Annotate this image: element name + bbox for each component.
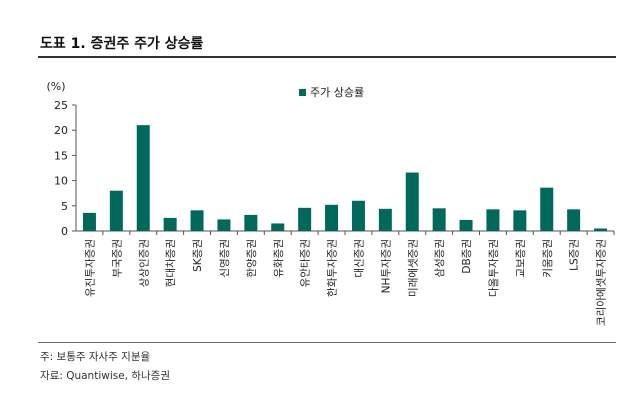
y-tick-label: 5 bbox=[61, 200, 68, 213]
x-tick-label: 한화투자증권 bbox=[327, 239, 339, 297]
x-tick-label: 부국증권 bbox=[111, 239, 123, 278]
bar-14 bbox=[459, 219, 473, 231]
x-tick-label: SK증권 bbox=[192, 239, 204, 272]
x-tick-label: 신영증권 bbox=[219, 239, 231, 278]
bar-3 bbox=[163, 217, 177, 231]
x-tick-label: DB증권 bbox=[461, 239, 473, 274]
bar-12 bbox=[405, 172, 419, 231]
figure-title: 도표 1. 증권주 주가 상승률 bbox=[40, 36, 204, 52]
bar-10 bbox=[351, 200, 365, 231]
bar-15 bbox=[486, 209, 500, 231]
legend: 주가 상승률 bbox=[299, 86, 364, 99]
bar-9 bbox=[325, 204, 339, 231]
x-tick-label: 교보증권 bbox=[515, 239, 527, 278]
bar-7 bbox=[271, 223, 285, 231]
x-tick-label: 삼성증권 bbox=[434, 239, 446, 278]
x-tick-labels: 유진투자증권 부국증권 상상인증권 현대차증권 SK증권 신영증권 한양증권 유화증권 유안타증… bbox=[84, 239, 607, 326]
bar-17 bbox=[540, 187, 554, 231]
x-tick-label: NH투자증권 bbox=[380, 239, 392, 293]
x-tick-label: 미래에셋증권 bbox=[407, 239, 419, 297]
y-tick-label: 15 bbox=[54, 149, 68, 162]
x-tick-label: 대신증권 bbox=[353, 239, 365, 278]
bar-8 bbox=[298, 207, 312, 231]
legend-label: 주가 상승률 bbox=[310, 86, 364, 99]
x-tick-label: 유화증권 bbox=[273, 239, 285, 278]
bar-11 bbox=[378, 208, 392, 231]
bar-5 bbox=[217, 219, 231, 231]
title-rule bbox=[38, 56, 616, 58]
bar-4 bbox=[190, 210, 204, 231]
x-tick-label: LS증권 bbox=[569, 239, 581, 271]
y-tick-label: 0 bbox=[61, 225, 68, 238]
footnote: 주: 보통주 자사주 지분율 bbox=[40, 351, 151, 363]
x-tick-label: 한양증권 bbox=[246, 239, 258, 278]
x-tick-label: 코리아에셋투자증권 bbox=[596, 239, 608, 326]
y-tick-label: 25 bbox=[54, 99, 68, 112]
legend-swatch bbox=[299, 89, 306, 96]
x-tick-label: 유안타증권 bbox=[300, 239, 312, 287]
x-tick-label: 유진투자증권 bbox=[84, 239, 96, 297]
x-axis bbox=[76, 230, 615, 235]
y-tick-label: 20 bbox=[54, 124, 68, 137]
notes-rule bbox=[38, 342, 616, 343]
y-axis: 0 5 10 15 20 25 (%) bbox=[46, 80, 77, 238]
bar-16 bbox=[513, 210, 527, 231]
bar-18 bbox=[567, 209, 581, 231]
bar-6 bbox=[244, 214, 258, 231]
bar-1 bbox=[109, 190, 123, 231]
x-tick-label: 상상인증권 bbox=[138, 239, 150, 287]
bars bbox=[82, 125, 608, 231]
bar-19 bbox=[594, 228, 608, 231]
x-tick-label: 다올투자증권 bbox=[488, 239, 500, 297]
x-tick-label: 키움증권 bbox=[542, 239, 554, 278]
y-tick-label: 10 bbox=[54, 175, 68, 188]
bar-2 bbox=[136, 125, 150, 231]
bar-13 bbox=[432, 208, 446, 231]
bar-0 bbox=[82, 212, 96, 231]
x-tick-label: 현대차증권 bbox=[165, 239, 177, 287]
source-note: 자료: Quantiwise, 하나증권 bbox=[40, 370, 170, 382]
y-unit-label: (%) bbox=[46, 80, 65, 93]
